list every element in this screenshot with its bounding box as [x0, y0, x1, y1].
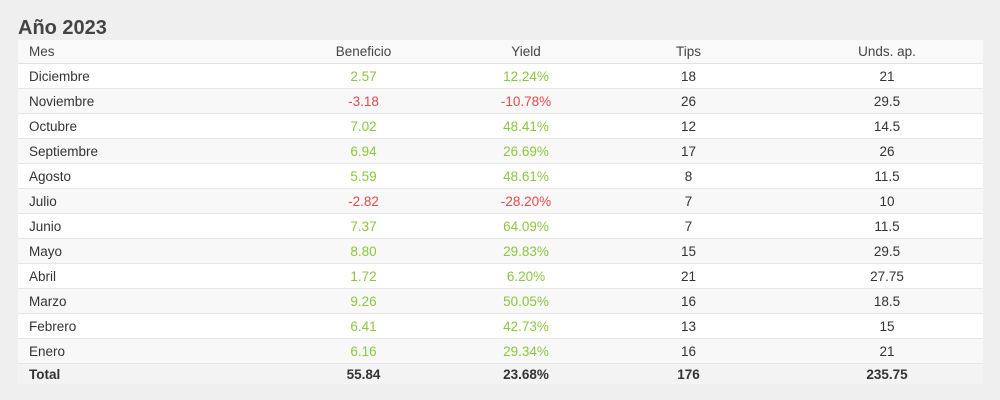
yield-cell: 12.24%: [466, 63, 586, 89]
total-unds: 235.75: [791, 363, 983, 384]
tips-cell: 7: [586, 213, 791, 239]
beneficio-cell: 9.26: [261, 288, 466, 314]
table-footer: Total 55.84 23.68% 176 235.75: [18, 363, 983, 384]
beneficio-cell: -2.82: [261, 188, 466, 214]
total-beneficio: 55.84: [261, 363, 466, 384]
table-row: Marzo 9.26 50.05% 16 18.5: [18, 288, 983, 314]
tips-cell: 16: [586, 338, 791, 364]
unds-cell: 26: [791, 138, 983, 164]
table-row: Febrero 6.41 42.73% 13 15: [18, 313, 983, 339]
yield-cell: 26.69%: [466, 138, 586, 164]
month-cell: Febrero: [18, 313, 261, 339]
yield-cell: 50.05%: [466, 288, 586, 314]
table-row: Septiembre 6.94 26.69% 17 26: [18, 138, 983, 164]
table-row: Agosto 5.59 48.61% 8 11.5: [18, 163, 983, 189]
unds-cell: 27.75: [791, 263, 983, 289]
beneficio-cell: 5.59: [261, 163, 466, 189]
month-cell: Abril: [18, 263, 261, 289]
tips-cell: 18: [586, 63, 791, 89]
month-cell: Enero: [18, 338, 261, 364]
yield-cell: -10.78%: [466, 88, 586, 114]
column-header-yield[interactable]: Yield: [466, 40, 586, 64]
yield-cell: 48.41%: [466, 113, 586, 139]
unds-cell: 21: [791, 63, 983, 89]
tips-cell: 8: [586, 163, 791, 189]
beneficio-cell: 6.94: [261, 138, 466, 164]
yearly-results-panel: Año 2023 Mes Beneficio Yield Tips Unds. …: [18, 14, 983, 384]
month-cell: Noviembre: [18, 88, 261, 114]
tips-cell: 13: [586, 313, 791, 339]
total-yield: 23.68%: [466, 363, 586, 384]
beneficio-cell: 2.57: [261, 63, 466, 89]
tips-cell: 7: [586, 188, 791, 214]
panel-title: Año 2023: [18, 17, 107, 39]
unds-cell: 11.5: [791, 213, 983, 239]
unds-cell: 29.5: [791, 88, 983, 114]
unds-cell: 21: [791, 338, 983, 364]
monthly-results-table: Mes Beneficio Yield Tips Unds. ap. Dicie…: [18, 40, 983, 384]
yield-cell: 29.83%: [466, 238, 586, 264]
tips-cell: 12: [586, 113, 791, 139]
tips-cell: 26: [586, 88, 791, 114]
month-cell: Diciembre: [18, 63, 261, 89]
unds-cell: 18.5: [791, 288, 983, 314]
month-cell: Agosto: [18, 163, 261, 189]
total-row: Total 55.84 23.68% 176 235.75: [18, 363, 983, 384]
beneficio-cell: 1.72: [261, 263, 466, 289]
unds-cell: 10: [791, 188, 983, 214]
table-body: Diciembre 2.57 12.24% 18 21 Noviembre -3.18 -10…: [18, 63, 983, 364]
unds-cell: 15: [791, 313, 983, 339]
unds-cell: 11.5: [791, 163, 983, 189]
table-row: Mayo 8.80 29.83% 15 29.5: [18, 238, 983, 264]
beneficio-cell: 7.37: [261, 213, 466, 239]
yield-cell: 48.61%: [466, 163, 586, 189]
yield-cell: 64.09%: [466, 213, 586, 239]
column-header-unds[interactable]: Unds. ap.: [791, 40, 983, 64]
month-cell: Octubre: [18, 113, 261, 139]
tips-cell: 17: [586, 138, 791, 164]
beneficio-cell: -3.18: [261, 88, 466, 114]
beneficio-cell: 8.80: [261, 238, 466, 264]
unds-cell: 29.5: [791, 238, 983, 264]
yield-cell: 6.20%: [466, 263, 586, 289]
month-cell: Septiembre: [18, 138, 261, 164]
month-cell: Julio: [18, 188, 261, 214]
tips-cell: 21: [586, 263, 791, 289]
unds-cell: 14.5: [791, 113, 983, 139]
tips-cell: 15: [586, 238, 791, 264]
table-row: Diciembre 2.57 12.24% 18 21: [18, 63, 983, 89]
total-label: Total: [18, 363, 261, 384]
month-cell: Junio: [18, 213, 261, 239]
yield-cell: -28.20%: [466, 188, 586, 214]
table-row: Noviembre -3.18 -10.78% 26 29.5: [18, 88, 983, 114]
beneficio-cell: 6.16: [261, 338, 466, 364]
month-cell: Marzo: [18, 288, 261, 314]
column-header-tips[interactable]: Tips: [586, 40, 791, 64]
beneficio-cell: 7.02: [261, 113, 466, 139]
table-row: Julio -2.82 -28.20% 7 10: [18, 188, 983, 214]
total-tips: 176: [586, 363, 791, 384]
column-header-beneficio[interactable]: Beneficio: [261, 40, 466, 64]
yield-cell: 42.73%: [466, 313, 586, 339]
tips-cell: 16: [586, 288, 791, 314]
table-row: Octubre 7.02 48.41% 12 14.5: [18, 113, 983, 139]
month-cell: Mayo: [18, 238, 261, 264]
header-row: Mes Beneficio Yield Tips Unds. ap.: [18, 40, 983, 64]
beneficio-cell: 6.41: [261, 313, 466, 339]
column-header-mes[interactable]: Mes: [18, 40, 261, 64]
table-row: Junio 7.37 64.09% 7 11.5: [18, 213, 983, 239]
table-row: Abril 1.72 6.20% 21 27.75: [18, 263, 983, 289]
table-row: Enero 6.16 29.34% 16 21: [18, 338, 983, 364]
yield-cell: 29.34%: [466, 338, 586, 364]
table-header: Mes Beneficio Yield Tips Unds. ap.: [18, 40, 983, 64]
